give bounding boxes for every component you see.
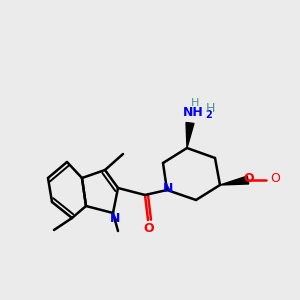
Polygon shape: [186, 122, 194, 148]
Text: O: O: [244, 172, 254, 185]
Text: H: H: [205, 101, 215, 115]
Text: O: O: [144, 221, 154, 235]
Text: H: H: [191, 98, 199, 108]
Polygon shape: [220, 176, 249, 185]
Text: NH: NH: [183, 106, 203, 119]
Text: O: O: [270, 172, 280, 185]
Text: 2: 2: [206, 110, 212, 120]
Text: N: N: [163, 182, 173, 194]
Text: N: N: [110, 212, 120, 224]
